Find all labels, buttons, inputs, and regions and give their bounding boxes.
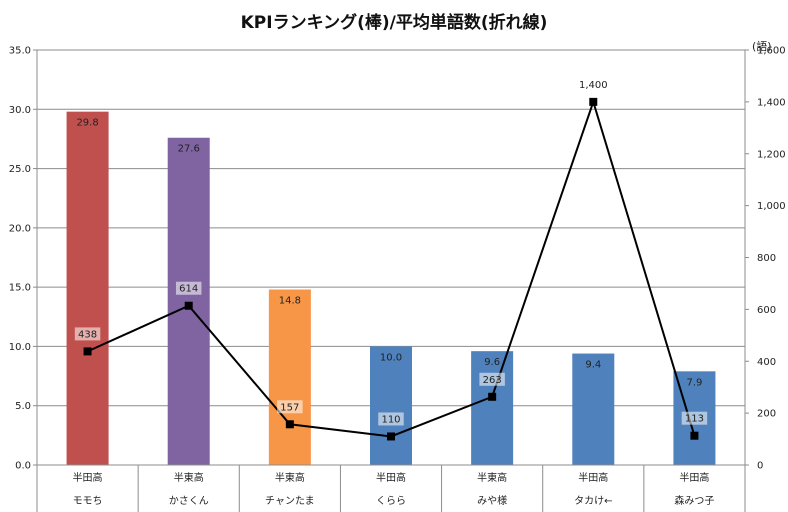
right-axis-unit: (語) [752,39,772,53]
axes: 0.0 5.0 10.0 15.0 20.0 25.0 30.0 35.0 0 200 400 600… [9,46,786,512]
left-tick-label: 5.0 [15,401,31,412]
chart-title: KPIランキング(棒)/平均単語数(折れ線) [241,12,548,33]
bar [370,346,412,465]
line-value-label: 110 [381,414,400,425]
left-tick-label: 25.0 [9,164,31,175]
left-tick-label: 35.0 [9,46,31,57]
line-marker [690,431,699,440]
line-value-label: 113 [685,414,704,425]
category-school-label: 半東高 [275,471,305,484]
line-series [83,97,699,441]
category-name-label: 森みつ子 [674,494,714,507]
line-label-background [479,372,505,386]
line-marker [387,432,395,441]
line-value-label: 263 [483,375,502,386]
data-labels: 29.8 27.6 14.8 10.0 9.6 9.4 7.9 438 614 157 110 263… [74,80,708,426]
bar [572,353,615,465]
category-school-label: 半田高 [376,471,406,484]
left-tick-label: 30.0 [9,105,31,116]
category-name-label: みや様 [477,494,507,507]
bar-value-label: 9.4 [585,360,601,371]
line-value-label: 614 [179,284,198,295]
line-label-background [277,400,303,414]
right-tick-label: 1,600 [757,46,786,57]
left-tick-label: 15.0 [9,283,31,294]
line-label-background [378,412,404,426]
bar [66,111,109,466]
bar-value-label: 14.8 [279,296,301,307]
bar [471,351,514,465]
right-tick-label: 0 [757,461,763,472]
right-tick-label: 600 [757,305,776,316]
right-tick-label: 1,200 [757,149,786,160]
left-tick-label: 20.0 [9,223,31,234]
bar-series [66,111,716,466]
category-school-label: 半東高 [477,471,507,484]
left-tick-label: 0.0 [15,461,31,472]
category-name-label: タカけ← [574,495,612,507]
category-name-label: モモち [73,495,103,507]
category-name-label: かさくん [169,495,209,507]
line-label-background [681,411,708,425]
line-marker [589,97,598,106]
bar [167,137,210,465]
line-label-background [175,281,202,295]
bar-value-label: 9.6 [484,357,500,368]
bar-value-label: 29.8 [76,118,98,129]
category-name-label: チャンたま [265,495,315,507]
right-tick-label: 800 [757,253,776,264]
line-marker [285,420,294,429]
category-school-label: 半東高 [174,471,204,484]
line-value-label: 438 [78,329,97,340]
right-tick-label: 400 [757,357,776,368]
category-school-label: 半田高 [679,471,709,484]
bar-value-label: 27.6 [178,144,200,155]
bar-value-label: 10.0 [380,352,402,363]
line-marker [83,347,92,356]
left-tick-label: 10.0 [9,342,31,353]
line-marker [488,392,497,401]
right-tick-label: 1,000 [757,201,786,212]
line-value-label: 157 [280,402,299,413]
bar-value-label: 7.9 [686,377,702,388]
right-tick-label: 1,400 [757,97,786,108]
category-name-label: くらら [376,495,406,507]
line-label-background [74,327,101,341]
category-school-label: 半田高 [578,471,608,484]
bar [268,289,311,465]
line-marker [184,301,193,310]
category-school-label: 半田高 [73,471,103,484]
line-value-label: 1,400 [579,80,608,91]
right-tick-label: 200 [757,409,776,420]
